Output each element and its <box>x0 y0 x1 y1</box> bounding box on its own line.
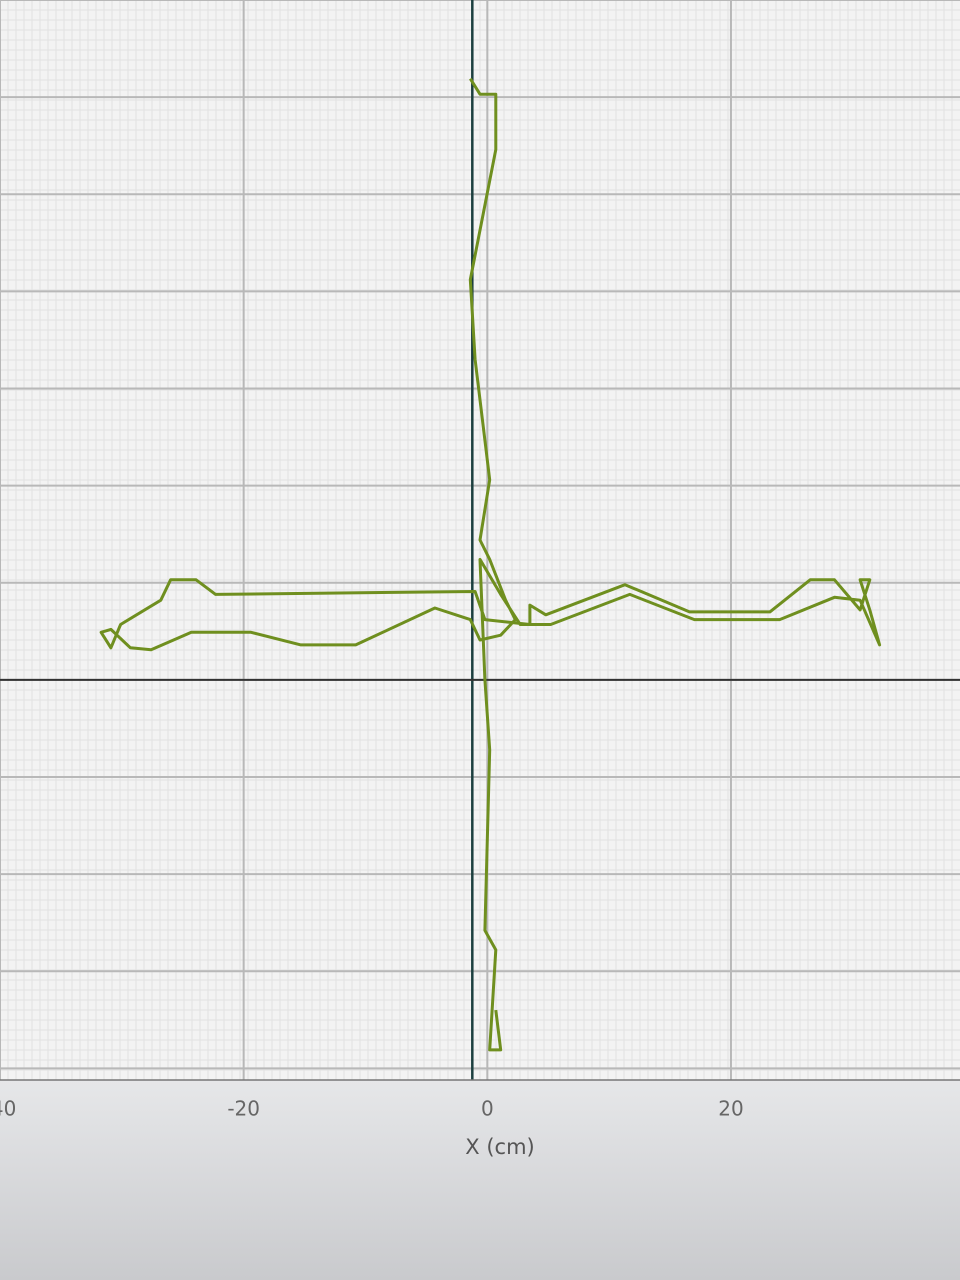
x-tick-label: -40 <box>0 1097 16 1121</box>
x-axis-label: X (cm) <box>465 1135 534 1159</box>
footer-band <box>0 1080 960 1280</box>
data-line <box>99 77 882 1052</box>
x-tick-label: -20 <box>227 1097 260 1121</box>
x-tick-label: 0 <box>481 1097 494 1121</box>
x-tick-label: 20 <box>718 1097 743 1121</box>
